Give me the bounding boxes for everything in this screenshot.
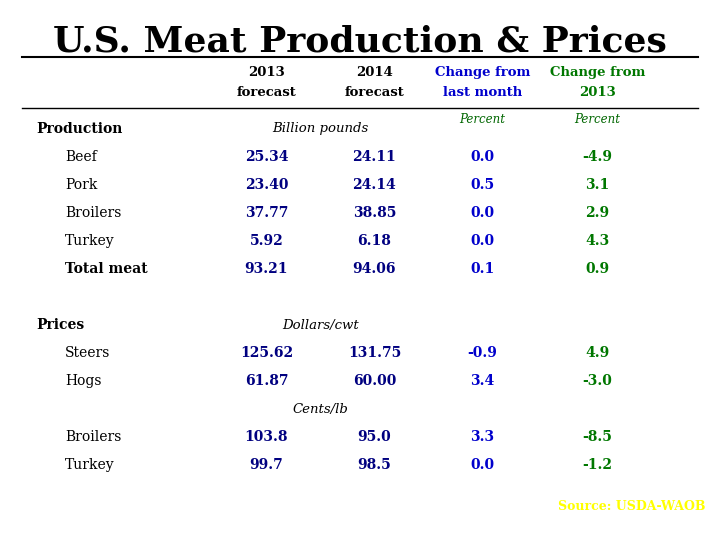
Text: Beef: Beef <box>65 150 96 164</box>
Text: Iowa State University: Iowa State University <box>14 498 230 516</box>
Text: Change from: Change from <box>550 66 645 79</box>
Text: 95.0: 95.0 <box>358 430 391 444</box>
Text: 6.18: 6.18 <box>357 234 392 248</box>
Text: 0.0: 0.0 <box>470 206 495 220</box>
Text: 4.3: 4.3 <box>585 234 610 248</box>
Text: 3.4: 3.4 <box>470 374 495 388</box>
Text: Broilers: Broilers <box>65 206 121 220</box>
Text: 0.5: 0.5 <box>470 178 495 192</box>
Text: Billion pounds: Billion pounds <box>272 122 369 135</box>
Text: 5.92: 5.92 <box>250 234 283 248</box>
Text: 2013: 2013 <box>579 86 616 99</box>
Text: -1.2: -1.2 <box>582 458 613 472</box>
Text: 103.8: 103.8 <box>245 430 288 444</box>
Text: 60.00: 60.00 <box>353 374 396 388</box>
Text: Hogs: Hogs <box>65 374 102 388</box>
Text: 131.75: 131.75 <box>348 346 401 360</box>
Text: 125.62: 125.62 <box>240 346 293 360</box>
Text: Extension and Outreach/Department of Economics: Extension and Outreach/Department of Eco… <box>14 525 317 538</box>
Text: 93.21: 93.21 <box>245 262 288 276</box>
Text: Percent: Percent <box>575 113 621 126</box>
Text: 61.87: 61.87 <box>245 374 288 388</box>
Text: forecast: forecast <box>237 86 296 99</box>
Text: -8.5: -8.5 <box>582 430 613 444</box>
Text: Dollars/cwt: Dollars/cwt <box>282 319 359 332</box>
Text: Pork: Pork <box>65 178 97 192</box>
Text: Percent: Percent <box>459 113 505 126</box>
Text: last month: last month <box>443 86 522 99</box>
Text: Production: Production <box>36 122 122 136</box>
Text: forecast: forecast <box>345 86 404 99</box>
Text: 0.0: 0.0 <box>470 234 495 248</box>
Text: Broilers: Broilers <box>65 430 121 444</box>
Text: 94.06: 94.06 <box>353 262 396 276</box>
Text: 0.0: 0.0 <box>470 150 495 164</box>
Text: -0.9: -0.9 <box>467 346 498 360</box>
Text: 3.1: 3.1 <box>585 178 610 192</box>
Text: Prices: Prices <box>36 318 84 332</box>
Text: -4.9: -4.9 <box>582 150 613 164</box>
Text: 0.0: 0.0 <box>470 458 495 472</box>
Text: 24.14: 24.14 <box>353 178 396 192</box>
Text: Turkey: Turkey <box>65 458 114 472</box>
Text: Change from: Change from <box>435 66 530 79</box>
Text: -3.0: -3.0 <box>582 374 613 388</box>
Text: 38.85: 38.85 <box>353 206 396 220</box>
Text: 2013: 2013 <box>248 66 285 79</box>
Text: Total meat: Total meat <box>65 262 148 276</box>
Text: 24.11: 24.11 <box>353 150 396 164</box>
Text: 23.40: 23.40 <box>245 178 288 192</box>
Text: Ag Decision Maker: Ag Decision Maker <box>544 527 706 540</box>
Text: 2.9: 2.9 <box>585 206 610 220</box>
Text: 0.9: 0.9 <box>585 262 610 276</box>
Text: 37.77: 37.77 <box>245 206 288 220</box>
Text: Cents/lb: Cents/lb <box>292 403 348 416</box>
Text: 3.3: 3.3 <box>470 430 495 444</box>
Text: Steers: Steers <box>65 346 110 360</box>
Text: 0.1: 0.1 <box>470 262 495 276</box>
Text: 2014: 2014 <box>356 66 393 79</box>
Text: U.S. Meat Production & Prices: U.S. Meat Production & Prices <box>53 24 667 58</box>
Text: Source: USDA-WAOB: Source: USDA-WAOB <box>558 500 706 513</box>
Text: 4.9: 4.9 <box>585 346 610 360</box>
Text: 25.34: 25.34 <box>245 150 288 164</box>
Text: 99.7: 99.7 <box>250 458 283 472</box>
Text: 98.5: 98.5 <box>358 458 391 472</box>
Text: Turkey: Turkey <box>65 234 114 248</box>
